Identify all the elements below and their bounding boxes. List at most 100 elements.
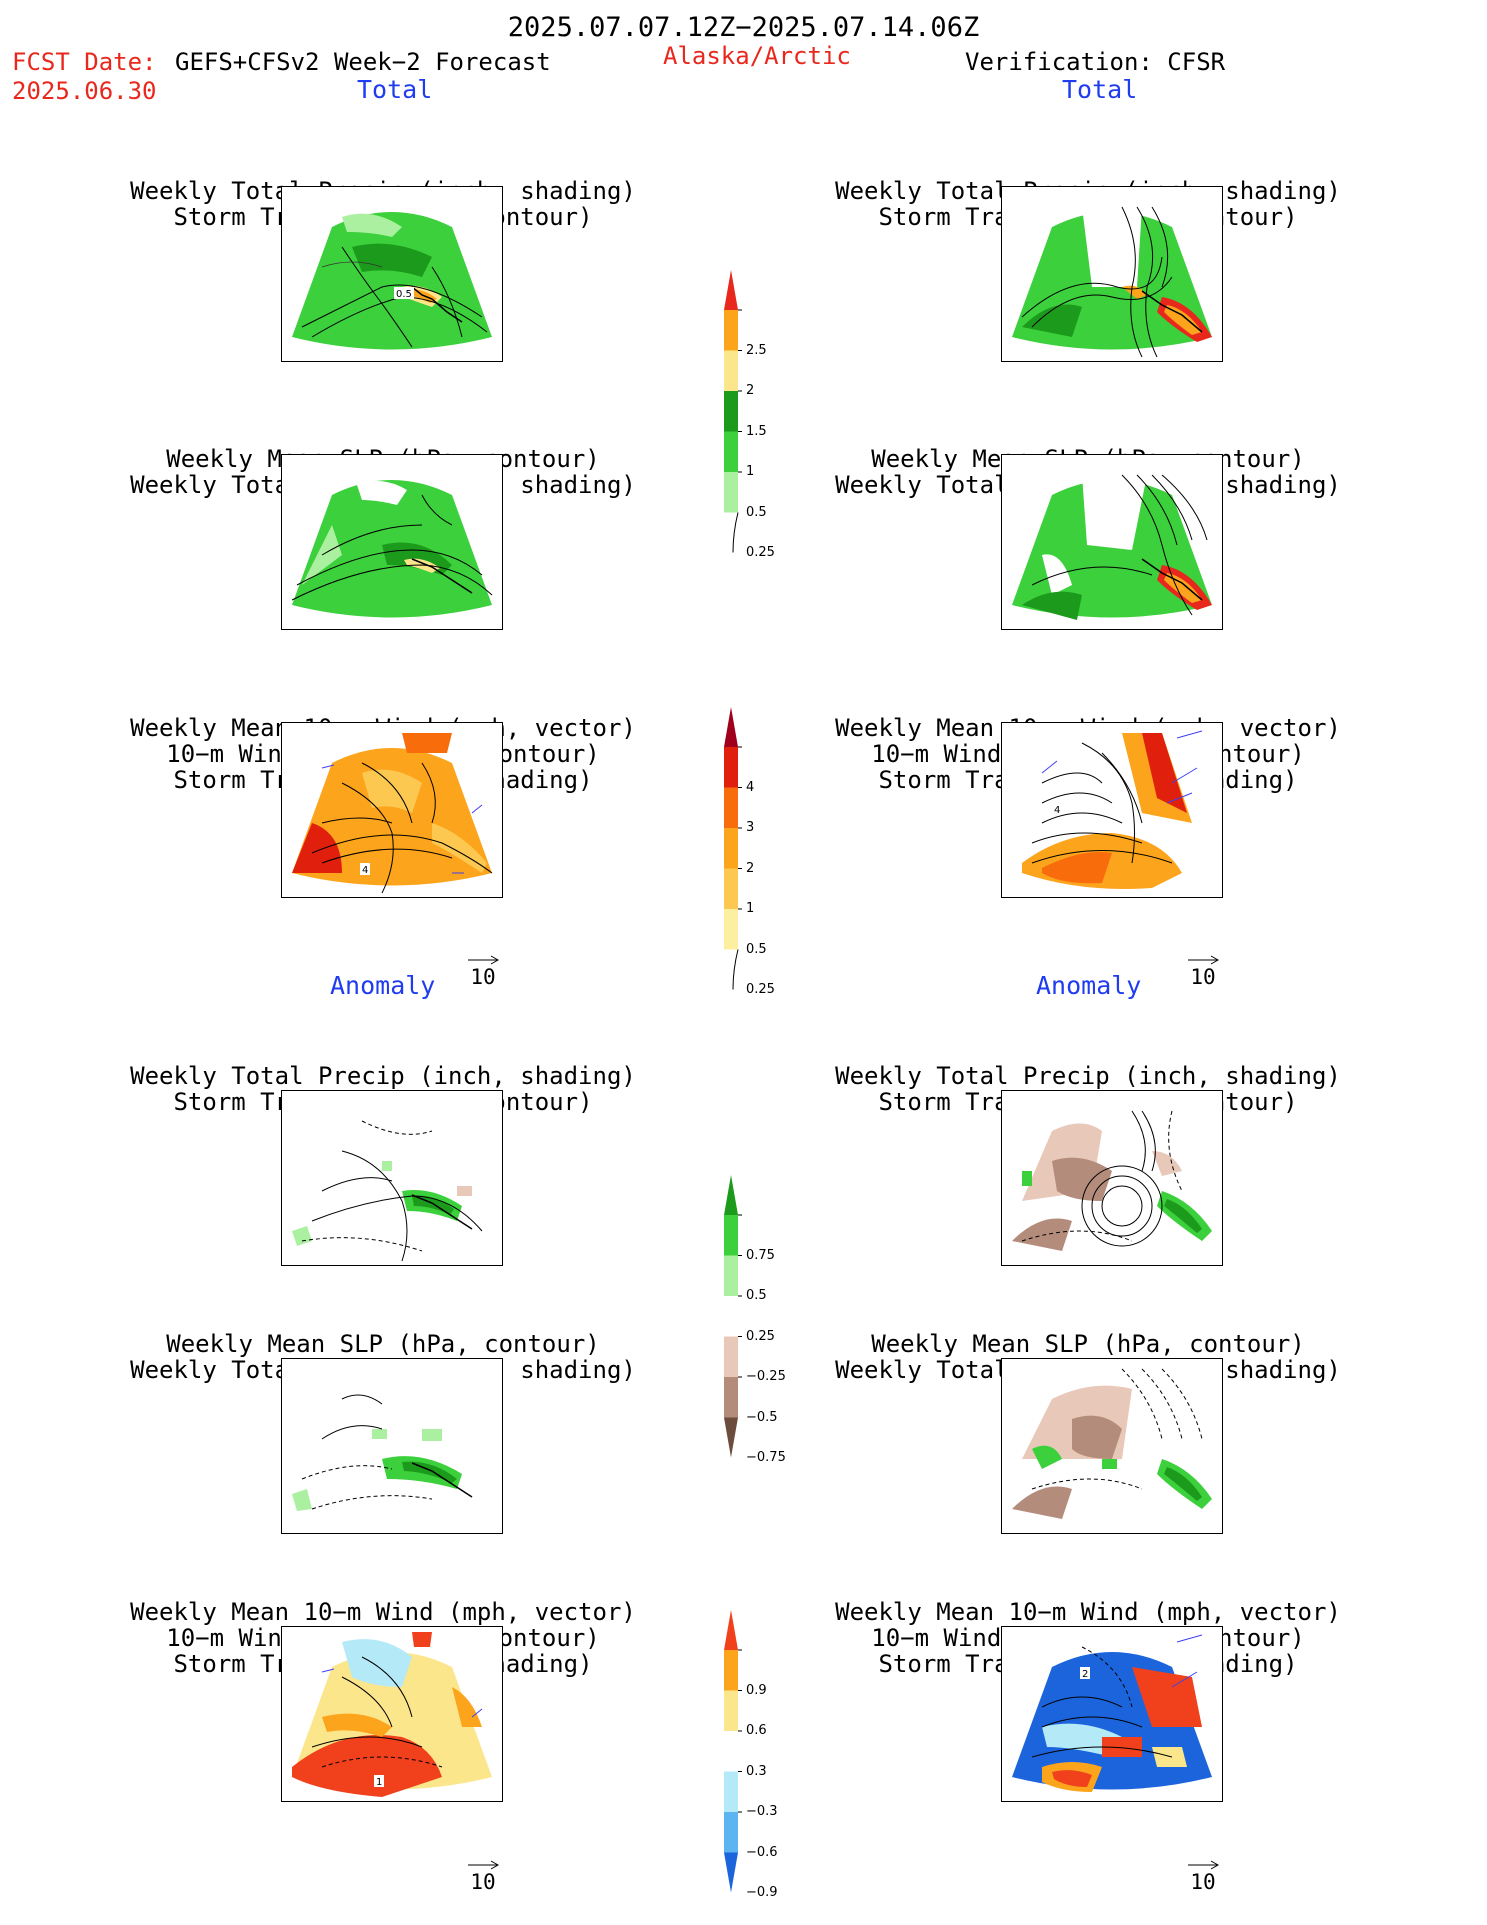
colorbar-label: 1.5 [746, 423, 767, 439]
fcst-date-label: FCST Date: [12, 48, 157, 76]
colorbar-graphic [724, 270, 742, 553]
map-obs-total-slp [1001, 454, 1223, 630]
colorbar-segment [724, 747, 738, 788]
colorbar-bottom-end [732, 512, 739, 553]
model-name: GEFS+CFSv2 Week−2 Forecast [175, 48, 551, 76]
colorbar-segment [724, 431, 738, 472]
arrow-right-icon [1188, 955, 1219, 965]
colorbar-segment [724, 1296, 738, 1337]
colorbar-segment [724, 1812, 738, 1853]
title-line: Weekly Total Precip (inch, shading) [835, 1062, 1341, 1090]
colorbar-label: 0.3 [746, 1763, 767, 1779]
map-fcst-total-precip: 0.5 [281, 186, 503, 362]
title-line: Weekly Mean 10−m Wind (mph, vector) [835, 1598, 1341, 1626]
map-obs-anom-wind: 2 [1001, 1626, 1223, 1802]
vector-key-obs-total: 10 [1183, 955, 1223, 989]
colorbar-label: −0.6 [746, 1844, 778, 1860]
colorbar-segment [724, 828, 738, 869]
verification-label: Verification: CFSR [965, 48, 1226, 76]
colorbar-label: 0.9 [746, 1682, 767, 1698]
colorbar-label: 0.75 [746, 1247, 775, 1263]
colorbar-label: −0.9 [746, 1885, 778, 1900]
vector-key-obs-anom: 10 [1183, 1860, 1223, 1894]
colorbar-segment [724, 1731, 738, 1772]
map-fcst-total-slp [281, 454, 503, 630]
arrow-right-icon [1188, 1860, 1219, 1870]
colorbar-label: 2 [746, 860, 755, 876]
colorbar-segment [724, 1255, 738, 1296]
colorbar-top-triangle [724, 1175, 738, 1215]
colorbar-segment [724, 909, 738, 950]
colorbar-label: 0.25 [746, 1328, 775, 1344]
verification-anomaly-label: Anomaly [1036, 971, 1142, 1000]
colorbar-top-triangle [724, 270, 738, 310]
vector-key-value: 10 [470, 1870, 496, 1894]
title-line: Weekly Mean SLP (hPa, contour) [166, 1330, 600, 1358]
title-line: Weekly Mean 10−m Wind (mph, vector) [130, 1598, 636, 1626]
colorbar-segment [724, 1690, 738, 1731]
contour-label: 0.5 [396, 289, 412, 300]
colorbar-segment [724, 350, 738, 391]
vector-key-fcst-total: 10 [463, 955, 503, 989]
arrow-right-icon [468, 955, 499, 965]
colorbar-segment [724, 1215, 738, 1256]
vector-key-value: 10 [1190, 1870, 1216, 1894]
colorbar-label: −0.25 [746, 1369, 786, 1384]
verification-total-label: Total [1062, 75, 1138, 104]
colorbar-label: 0.25 [746, 982, 775, 997]
map-fcst-anom-precip [281, 1090, 503, 1266]
colorbar-graphic [724, 1610, 742, 1893]
map-obs-total-wind: 4 [1001, 722, 1223, 898]
colorbar-segment [724, 868, 738, 909]
colorbar-label: 0.6 [746, 1723, 767, 1738]
colorbar-label: 2.5 [746, 342, 767, 358]
colorbar-label: 0.5 [746, 504, 767, 520]
colorbar-label: 1 [746, 901, 755, 916]
colorbar-label: −0.5 [746, 1409, 778, 1425]
vector-key-fcst-anom: 10 [463, 1860, 503, 1894]
colorbar-label: −0.3 [746, 1804, 778, 1819]
colorbar-segment [724, 787, 738, 828]
colorbar-segment [724, 472, 738, 513]
colorbar-label: −0.75 [746, 1450, 786, 1465]
map-fcst-anom-wind: 1 [281, 1626, 503, 1802]
fcst-date: 2025.06.30 [12, 77, 157, 105]
arrow-right-icon [468, 1860, 499, 1870]
colorbar-segment [724, 310, 738, 351]
colorbar-label: 0.5 [746, 1288, 767, 1303]
map-fcst-anom-slp [281, 1358, 503, 1534]
colorbar-label: 0.5 [746, 941, 767, 957]
colorbar-label: 1 [746, 464, 755, 479]
colorbar-graphic [724, 1175, 742, 1458]
colorbar-graphic [724, 707, 742, 990]
contour-label: 4 [1054, 805, 1060, 816]
main-title: 2025.07.07.12Z−2025.07.14.06Z [507, 12, 980, 43]
contour-label: 2 [1082, 1669, 1088, 1680]
colorbar-bottom-end [724, 1852, 738, 1893]
title-line: Weekly Mean SLP (hPa, contour) [871, 1330, 1305, 1358]
contour-label: 4 [362, 865, 368, 876]
colorbar-label: 2 [746, 383, 755, 398]
vector-key-value: 10 [1190, 965, 1216, 989]
colorbar-segment [724, 1336, 738, 1377]
colorbar-bottom-end [724, 1417, 738, 1458]
map-obs-total-precip [1001, 186, 1223, 362]
colorbar-segment [724, 1771, 738, 1812]
forecast-total-label: Total [357, 75, 433, 104]
colorbar-top-triangle [724, 707, 738, 747]
title-line: Weekly Total Precip (inch, shading) [130, 1062, 636, 1090]
contour-label: 1 [376, 1777, 382, 1788]
colorbar-label: 3 [746, 820, 755, 835]
colorbar-top-triangle [724, 1610, 738, 1650]
colorbar-segment [724, 1377, 738, 1418]
region-label: Alaska/Arctic [663, 42, 851, 70]
colorbar-label: 0.25 [746, 545, 775, 560]
colorbar-label: 4 [746, 779, 755, 795]
map-obs-anom-slp [1001, 1358, 1223, 1534]
colorbar-segment [724, 1650, 738, 1691]
vector-key-value: 10 [470, 965, 496, 989]
forecast-anomaly-label: Anomaly [330, 971, 436, 1000]
map-fcst-total-wind: 4 [281, 722, 503, 898]
map-obs-anom-precip [1001, 1090, 1223, 1266]
colorbar-segment [724, 391, 738, 432]
